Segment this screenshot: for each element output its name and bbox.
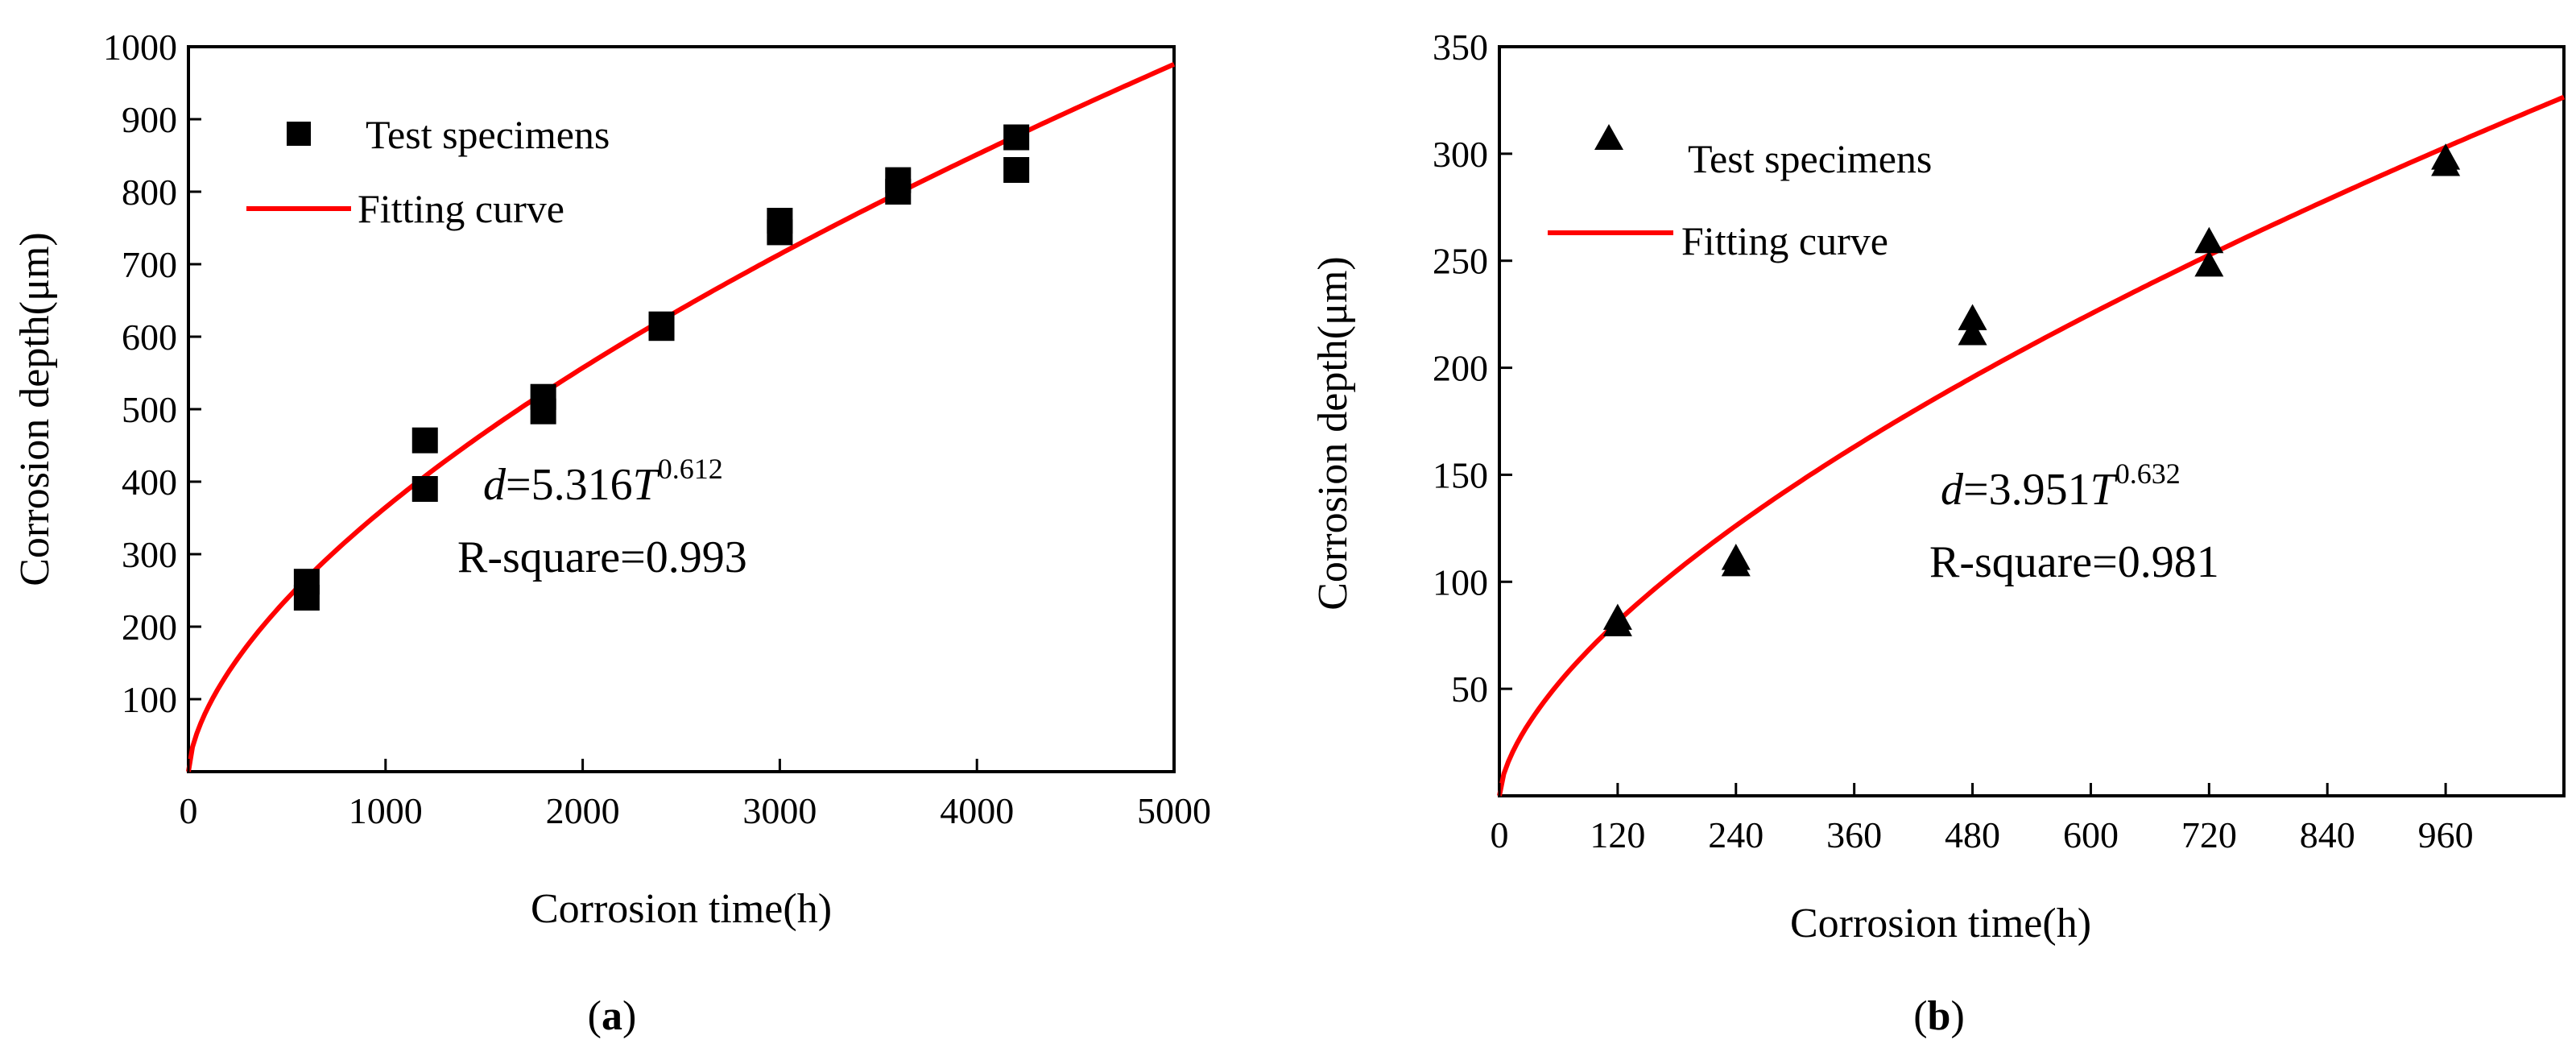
data-point-a bbox=[411, 427, 438, 453]
y-tick-label-a: 900 bbox=[122, 99, 177, 140]
x-tick-label-a: 3000 bbox=[742, 790, 817, 831]
markers-a bbox=[293, 124, 1030, 611]
x-tick-label-b: 720 bbox=[2181, 814, 2237, 855]
x-tick-label-b: 840 bbox=[2300, 814, 2355, 855]
data-point-b bbox=[2194, 226, 2224, 254]
panel-label-letter-b: b bbox=[1928, 993, 1951, 1039]
panel-label-close-a: ) bbox=[622, 993, 636, 1039]
x-tick-label-a: 2000 bbox=[546, 790, 620, 831]
legend-label-test-specimens-b: Test specimens bbox=[1688, 136, 1932, 181]
equation-exponent-a: 0.612 bbox=[658, 453, 723, 485]
equation-coef-a: =5.316 bbox=[506, 460, 633, 510]
y-tick-label-a: 600 bbox=[122, 317, 177, 358]
x-tick-label-b: 120 bbox=[1590, 814, 1645, 855]
data-point-a bbox=[767, 208, 793, 234]
y-tick-label-a: 700 bbox=[122, 244, 177, 285]
legend-label-test-specimens-a: Test specimens bbox=[366, 112, 610, 157]
y-tick-label-a: 800 bbox=[122, 172, 177, 213]
legend-label-fitting-curve-a: Fitting curve bbox=[358, 186, 564, 231]
equation-var-d-b: d bbox=[1941, 465, 1964, 515]
panel-label-letter-a: a bbox=[602, 993, 622, 1039]
data-point-b bbox=[1721, 544, 1751, 570]
legend-label-fitting-curve-b: Fitting curve bbox=[1681, 218, 1888, 263]
x-axis-title-a: Corrosion time(h) bbox=[531, 886, 832, 932]
equation-exponent-b: 0.632 bbox=[2115, 458, 2181, 490]
y-tick-label-b: 350 bbox=[1433, 27, 1488, 68]
axis-ticks-b: 0 120 240 360 480 600 720 840 960 50 100 150 200 250 3… bbox=[1433, 27, 2474, 855]
data-point-a bbox=[411, 476, 438, 502]
y-tick-label-a: 200 bbox=[122, 607, 177, 648]
data-point-b bbox=[1602, 603, 1632, 630]
plot-frame-a bbox=[187, 45, 1176, 773]
data-point-a bbox=[1003, 157, 1030, 183]
y-tick-label-b: 200 bbox=[1433, 348, 1488, 389]
y-axis-title-b: Corrosion depth(μm) bbox=[1310, 256, 1356, 611]
x-tick-label-b: 480 bbox=[1945, 814, 2000, 855]
data-point-b bbox=[2431, 143, 2461, 170]
y-tick-label-b: 50 bbox=[1451, 669, 1488, 710]
fitting-curve-b bbox=[1497, 94, 2566, 797]
y-tick-label-a: 1000 bbox=[103, 27, 177, 68]
y-axis-title-a: Corrosion depth(μm) bbox=[12, 232, 58, 586]
x-axis-title-b: Corrosion time(h) bbox=[1790, 901, 2091, 946]
x-tick-label-a: 4000 bbox=[940, 790, 1014, 831]
y-tick-label-b: 250 bbox=[1433, 241, 1488, 282]
x-tick-label-a: 1000 bbox=[349, 790, 423, 831]
data-point-b bbox=[1958, 319, 1987, 346]
panel-label-close-b: ) bbox=[1950, 993, 1964, 1039]
x-tick-label-b: 960 bbox=[2418, 814, 2474, 855]
data-point-a bbox=[885, 167, 912, 193]
markers-b bbox=[1602, 143, 2461, 636]
panel-label-b: (b) bbox=[1913, 993, 1965, 1039]
y-tick-label-a: 300 bbox=[122, 534, 177, 575]
data-point-a bbox=[530, 383, 556, 410]
chart-panel-a: 0 1000 2000 3000 4000 5000 100 200 300 400 500 600 7… bbox=[12, 27, 1211, 1039]
axis-ticks-a: 0 1000 2000 3000 4000 5000 100 200 300 400 500 600 7… bbox=[103, 27, 1211, 831]
panel-label-open-b: ( bbox=[1913, 993, 1927, 1039]
y-tick-label-a: 500 bbox=[122, 389, 177, 430]
panel-label-open-a: ( bbox=[588, 993, 602, 1039]
x-tick-label-b: 600 bbox=[2063, 814, 2119, 855]
data-point-a bbox=[293, 569, 320, 595]
r-square-b: R-square=0.981 bbox=[1929, 537, 2219, 587]
y-tick-label-b: 100 bbox=[1433, 561, 1488, 603]
y-tick-label-a: 100 bbox=[122, 679, 177, 720]
r-square-a: R-square=0.993 bbox=[457, 532, 747, 582]
legend-marker-square-a bbox=[287, 122, 311, 146]
chart-panel-b: 0 120 240 360 480 600 720 840 960 50 100 150 200 250 3… bbox=[1310, 27, 2566, 1039]
x-tick-label-a: 0 bbox=[180, 790, 198, 831]
plot-frame-b bbox=[1498, 45, 2566, 797]
data-point-b bbox=[1958, 304, 1987, 330]
x-tick-label-b: 360 bbox=[1826, 814, 1882, 855]
equation-a: d=5.316T0.612 bbox=[483, 453, 723, 510]
y-tick-label-b: 150 bbox=[1433, 454, 1488, 495]
equation-coef-b: =3.951 bbox=[1963, 465, 2090, 515]
x-tick-label-b: 240 bbox=[1708, 814, 1764, 855]
y-tick-label-a: 400 bbox=[122, 462, 177, 503]
x-tick-label-a: 5000 bbox=[1137, 790, 1211, 831]
data-point-b bbox=[2194, 251, 2224, 277]
equation-var-t-b: T bbox=[2090, 465, 2119, 515]
equation-var-d-a: d bbox=[483, 460, 507, 510]
equation-b: d=3.951T0.632 bbox=[1941, 458, 2181, 515]
equation-var-t-a: T bbox=[633, 460, 661, 510]
data-point-a bbox=[1003, 124, 1030, 151]
data-point-a bbox=[648, 311, 675, 338]
y-tick-label-b: 300 bbox=[1433, 134, 1488, 175]
legend-marker-triangle-b bbox=[1594, 124, 1623, 150]
panel-label-a: (a) bbox=[588, 993, 637, 1039]
x-tick-label-b: 0 bbox=[1491, 814, 1509, 855]
